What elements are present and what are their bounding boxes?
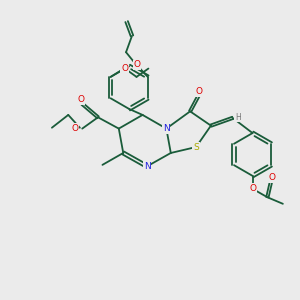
Text: O: O xyxy=(121,64,128,73)
Text: O: O xyxy=(268,173,275,182)
Text: O: O xyxy=(134,61,140,70)
Text: O: O xyxy=(196,87,202,96)
Text: H: H xyxy=(235,112,241,122)
Text: O: O xyxy=(77,95,84,104)
Text: O: O xyxy=(249,184,256,193)
Text: N: N xyxy=(163,124,170,133)
Text: O: O xyxy=(71,124,78,133)
Text: N: N xyxy=(144,162,150,171)
Text: S: S xyxy=(193,142,199,152)
